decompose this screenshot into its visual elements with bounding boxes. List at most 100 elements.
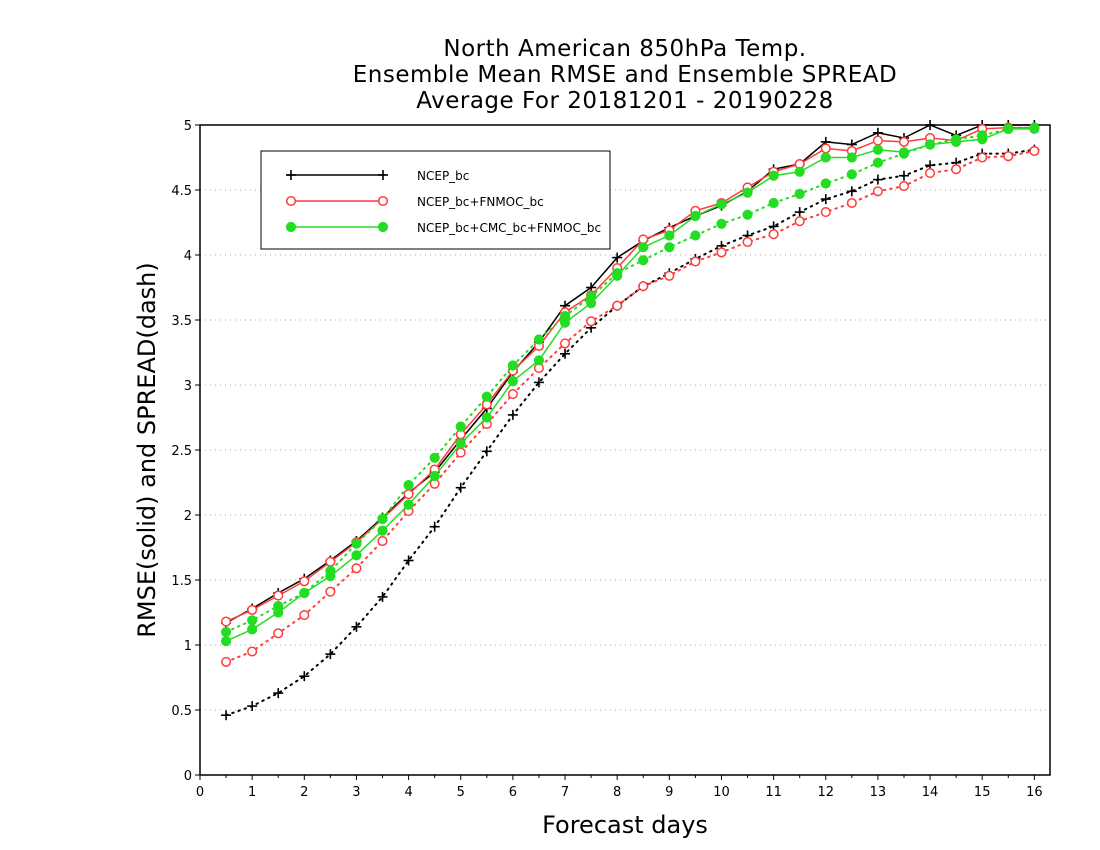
- series-2-rmse-point: [377, 525, 388, 536]
- series-1-rmse-point: [221, 616, 232, 627]
- series-2-spread-point: [247, 615, 258, 626]
- series-1-spread-point: [1003, 151, 1014, 162]
- series-2-spread-point: [664, 242, 675, 253]
- x-tick-label: 3: [352, 785, 360, 800]
- series-1-rmse-point: [299, 576, 310, 587]
- series-2-rmse-point: [846, 152, 857, 163]
- series-0-spread-line: [225, 148, 1036, 717]
- series-2-rmse-point: [220, 636, 232, 647]
- series-1-spread-point: [559, 338, 571, 349]
- series-2-rmse-point: [664, 230, 675, 241]
- series-2-spread-point: [794, 188, 805, 199]
- series-0-spread-point: [403, 555, 414, 566]
- series-0-spread-point: [820, 194, 831, 205]
- series-2-rmse-point: [586, 298, 597, 309]
- series-2-rmse-point: [1029, 123, 1040, 134]
- series-0-spread-point: [377, 591, 388, 602]
- series-2-rmse-point: [977, 134, 988, 145]
- series-0-spread-point: [872, 174, 883, 185]
- series-2-rmse-point: [299, 587, 310, 599]
- series-2-spread-point: [403, 480, 414, 491]
- y-tick-label: 4: [184, 249, 192, 264]
- series-1-spread-point: [690, 256, 701, 267]
- title-line-1: North American 850hPa Temp.: [443, 36, 807, 62]
- series-1-spread-point: [586, 316, 597, 327]
- series-0-spread-point: [273, 688, 284, 699]
- series-1-spread-point: [898, 181, 910, 192]
- series-0-rmse-line: [225, 124, 1035, 624]
- series-2-spread-point: [429, 452, 440, 463]
- legend-label: NCEP_bc+CMC_bc+FNMOC_bc: [417, 221, 601, 235]
- series-1-spread-point: [951, 164, 962, 175]
- y-axis-label: RMSE(solid) and SPREAD(dash): [133, 262, 161, 638]
- x-tick-label: 1: [248, 785, 256, 800]
- series-2-spread-point: [351, 538, 362, 549]
- x-tick-label: 11: [765, 785, 782, 800]
- series-1-spread-point: [716, 247, 727, 258]
- series-2-rmse-point: [898, 147, 910, 158]
- title-line-3: Average For 20181201 - 20190228: [416, 88, 834, 114]
- series-2-rmse-point: [325, 571, 336, 582]
- series-2-rmse-point: [872, 144, 884, 155]
- series-0-spread-point: [481, 446, 492, 457]
- series-2-spread-point: [716, 218, 727, 229]
- title-line-2: Ensemble Mean RMSE and Ensemble SPREAD: [352, 62, 898, 88]
- series-0-spread-point: [247, 701, 258, 712]
- series-1-spread-point: [1029, 145, 1040, 157]
- legend-label: NCEP_bc+FNMOC_bc: [417, 195, 544, 209]
- series-1-rmse-point: [403, 489, 414, 500]
- series-2-rmse-point: [794, 166, 805, 177]
- y-tick-label: 2.5: [171, 444, 192, 459]
- x-tick-label: 14: [922, 785, 939, 800]
- series-2-spread-point: [846, 169, 857, 180]
- series-2-rmse-point: [403, 499, 414, 510]
- x-tick-label: 2: [300, 785, 308, 800]
- x-axis-label: Forecast days: [542, 811, 708, 839]
- series-2-rmse-point: [716, 199, 727, 210]
- series-1-spread-point: [638, 281, 649, 292]
- x-tick-label: 12: [817, 785, 834, 800]
- series-0-spread-point: [325, 649, 336, 660]
- x-tick-label: 7: [561, 785, 569, 800]
- series-1-rmse-point: [872, 135, 883, 146]
- series-2-rmse-point: [533, 355, 545, 366]
- series-layer: [220, 120, 1040, 721]
- series-1-spread-point: [221, 656, 232, 667]
- series-1-spread-point: [273, 628, 284, 639]
- series-1-spread-point: [325, 586, 336, 597]
- y-tick-label: 0.5: [171, 704, 192, 719]
- series-1-spread-point: [247, 646, 258, 657]
- y-tick-label: 5: [184, 119, 192, 134]
- legend-label: NCEP_bc: [417, 169, 469, 183]
- y-tick-label: 0: [184, 769, 192, 784]
- series-2-spread-point: [638, 255, 649, 266]
- series-0-spread-point: [560, 348, 571, 359]
- series-2-rmse-point: [351, 550, 362, 561]
- y-tick-label: 2: [184, 509, 192, 524]
- series-2-spread-point: [768, 197, 779, 209]
- series-2-rmse-point: [820, 152, 831, 163]
- series-2-rmse-point: [612, 270, 623, 281]
- series-1-spread-point: [977, 152, 988, 163]
- series-2-rmse-point: [638, 242, 649, 253]
- series-2-rmse-point: [481, 412, 492, 423]
- series-2-spread-point: [481, 391, 492, 402]
- x-tick-label: 16: [1026, 785, 1043, 800]
- series-2-rmse-point: [559, 317, 571, 328]
- y-tick-label: 1: [184, 639, 192, 654]
- series-2-rmse-point: [924, 139, 936, 150]
- series-0-spread-point: [429, 521, 440, 532]
- series-0-rmse-point: [925, 120, 936, 130]
- x-tick-label: 13: [870, 785, 887, 800]
- series-1-spread-point: [612, 300, 623, 311]
- series-2-rmse-point: [742, 187, 753, 198]
- legend-marker: [378, 170, 388, 180]
- series-0-spread-point: [846, 186, 857, 197]
- series-0-spread-point: [455, 482, 466, 493]
- series-1-spread-point: [351, 563, 362, 574]
- legend-marker: [285, 221, 297, 233]
- series-1-spread-point: [925, 168, 936, 179]
- series-2-rmse-point: [273, 607, 284, 618]
- series-1-rmse-point: [273, 590, 284, 601]
- series-2-spread-point: [742, 209, 753, 220]
